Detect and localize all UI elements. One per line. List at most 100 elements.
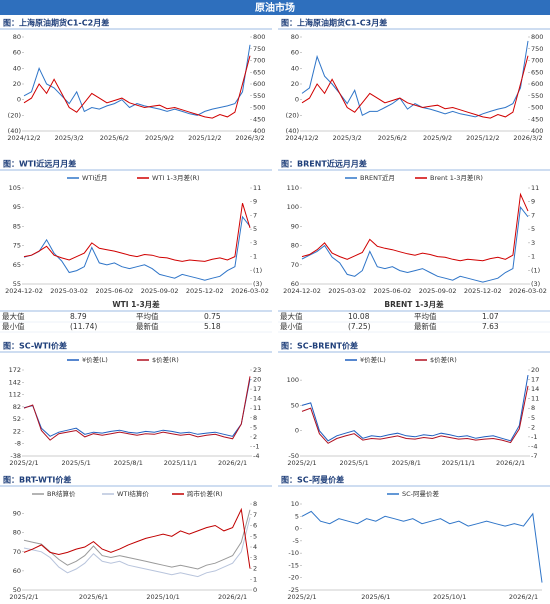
header-bar (0, 0, 550, 15)
legend-label: ¥价差(L) (360, 355, 386, 364)
yticks-label: -20 (288, 574, 299, 582)
y2ticks-label: 11 (253, 184, 261, 192)
yticks-label: 85 (13, 222, 21, 230)
chart-title: 图：SC-WTI价差 (3, 341, 67, 351)
yticks-label: 0 (295, 96, 299, 104)
yticks-label: 90 (291, 222, 299, 230)
x-tick-label: 2025-12-02 (464, 287, 502, 295)
x-tick-label: 2025/11/1 (164, 459, 197, 467)
yticks-label: 40 (13, 64, 21, 72)
x-tick-label: 2026-03-02 (509, 287, 547, 295)
legend-label: BRENT近月 (360, 173, 395, 182)
y2ticks-label: 4 (253, 543, 257, 551)
yticks-label: 5 (295, 512, 299, 520)
series-line (301, 510, 543, 583)
y2ticks-label: 600 (253, 80, 265, 88)
series-line (23, 517, 251, 578)
yticks-label: -10 (288, 549, 299, 557)
x-tick-label: 2024-12-02 (5, 287, 43, 295)
header-title: 原油市场 (255, 1, 295, 14)
x-tick-label: 2025/6/2 (378, 134, 407, 142)
y2ticks-label: 0 (253, 586, 257, 594)
y2ticks-label: -1 (253, 442, 259, 450)
table-title: BRENT 1-3月差 (384, 299, 444, 309)
x-tick-label: 2024/12/2 (285, 134, 318, 142)
legend-label: 跨市价差(R) (187, 489, 223, 498)
y2ticks-label: 600 (531, 80, 543, 88)
x-tick-label: 2025-12-02 (186, 287, 224, 295)
y2ticks-label: -1 (531, 433, 537, 441)
x-tick-label: 2025/11/1 (442, 459, 475, 467)
yticks-label: 60 (291, 280, 299, 288)
x-tick-label: 2025/5/1 (62, 459, 91, 467)
legend-label: Brent 1-3月差(R) (430, 173, 483, 182)
x-tick-label: 2025/2/1 (287, 593, 316, 601)
yticks-label: -5 (293, 537, 299, 545)
y2ticks-label: 17 (253, 385, 261, 393)
yticks-label: 10 (291, 500, 299, 508)
y2ticks-label: 700 (253, 57, 265, 65)
table-cell: 最小值 (280, 321, 303, 331)
yticks-label: 100 (287, 376, 299, 384)
legend-label: BR结算价 (47, 489, 76, 498)
x-tick-label: 2025-03-02 (50, 287, 88, 295)
y2ticks-label: -4 (253, 452, 259, 460)
x-tick-label: 2025-09-02 (141, 287, 179, 295)
yticks-label: 70 (13, 548, 21, 556)
y2ticks-label: 650 (531, 68, 543, 76)
x-tick-label: 2026/2/1 (509, 593, 538, 601)
y2ticks-label: 500 (253, 104, 265, 112)
table-cell: 最小值 (2, 321, 25, 331)
x-tick-label: 2025/8/1 (114, 459, 143, 467)
x-tick-label: 2025/6/2 (100, 134, 129, 142)
chart-title: 图：上海原油期货C1-C3月差 (281, 18, 387, 28)
yticks-label: 0 (295, 427, 299, 435)
y2ticks-label: 450 (531, 115, 543, 123)
y2ticks-label: 750 (531, 45, 543, 53)
x-tick-label: 2025/3/2 (333, 134, 362, 142)
x-tick-label: 2026-03-02 (231, 287, 269, 295)
legend-label: ¥价差(L) (82, 355, 108, 364)
yticks-label: -8 (15, 440, 21, 448)
x-tick-label: 2025/12/2 (188, 134, 221, 142)
yticks-label: 50 (13, 586, 21, 594)
legend-label: WTI结算价 (117, 489, 149, 498)
y2ticks-label: 2 (531, 423, 535, 431)
chart-title: 图：WTI近远月月差 (3, 159, 76, 169)
x-tick-label: 2025/2/1 (287, 459, 316, 467)
chart-title: 图：BRT-WTI价差 (3, 475, 71, 485)
table-cell: 5.18 (204, 322, 221, 331)
yticks-label: 80 (13, 529, 21, 537)
series-line (23, 378, 251, 437)
y2ticks-label: (1) (531, 266, 540, 274)
yticks-label: 0 (295, 525, 299, 533)
x-tick-label: 2024-12-02 (283, 287, 321, 295)
yticks-label: 82 (13, 403, 21, 411)
table-cell: 8.79 (70, 312, 87, 321)
yticks-label: 65 (13, 261, 21, 269)
y2ticks-label: 800 (531, 33, 543, 41)
legend-label: WTI近月 (82, 173, 107, 182)
x-tick-label: 2025/9/2 (145, 134, 174, 142)
yticks-label: 90 (13, 510, 21, 518)
yticks-label: 22 (13, 427, 21, 435)
table-cell: 最大值 (280, 311, 303, 321)
series-line (23, 507, 251, 569)
table-cell: 最大值 (2, 311, 25, 321)
yticks-label: 52 (13, 415, 21, 423)
y2ticks-label: (1) (253, 266, 262, 274)
y2ticks-label: 11 (531, 395, 539, 403)
x-tick-label: 2026/3/2 (235, 134, 264, 142)
x-tick-label: 2025/12/2 (466, 134, 499, 142)
legend-label: WTI 1-3月差(R) (152, 173, 200, 182)
x-tick-label: 2024/12/2 (7, 134, 40, 142)
series-line (23, 203, 251, 262)
y2ticks-label: 7 (531, 211, 535, 219)
x-tick-label: 2025/9/2 (423, 134, 452, 142)
x-tick-label: 2025/2/1 (9, 459, 38, 467)
yticks-label: 105 (9, 184, 21, 192)
series-line (301, 192, 529, 262)
y2ticks-label: 5 (253, 423, 257, 431)
yticks-label: 100 (287, 203, 299, 211)
y2ticks-label: 11 (253, 404, 261, 412)
